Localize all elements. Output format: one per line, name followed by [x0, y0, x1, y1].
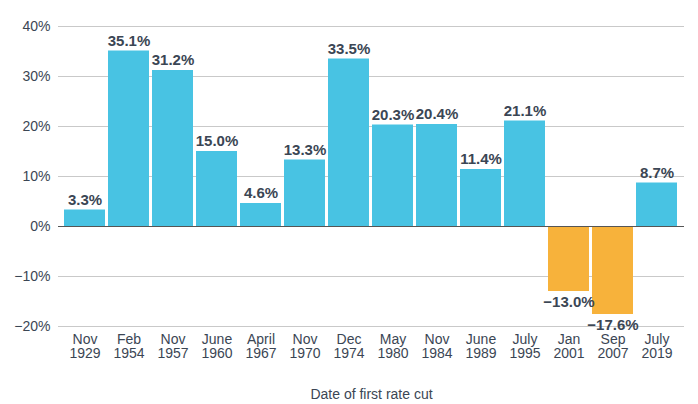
svg-text:May1980: May1980	[377, 331, 408, 361]
svg-text:July2019: July2019	[641, 331, 672, 361]
svg-text:Date of first rate cut: Date of first rate cut	[310, 386, 432, 402]
svg-text:20.4%: 20.4%	[416, 105, 459, 122]
svg-text:31.2%: 31.2%	[152, 51, 195, 68]
svg-text:July1995: July1995	[509, 331, 540, 361]
svg-text:10%: 10%	[22, 168, 50, 184]
svg-text:June1989: June1989	[465, 331, 496, 361]
svg-text:8.7%: 8.7%	[640, 164, 674, 181]
svg-text:40%: 40%	[22, 18, 50, 34]
svg-text:4.6%: 4.6%	[244, 184, 278, 201]
svg-text:−13.0%: −13.0%	[543, 293, 594, 310]
svg-text:−10%: −10%	[14, 268, 50, 284]
svg-text:June1960: June1960	[201, 331, 232, 361]
svg-text:Dec1974: Dec1974	[333, 331, 364, 361]
svg-text:Nov1984: Nov1984	[421, 331, 452, 361]
svg-text:30%: 30%	[22, 68, 50, 84]
svg-text:15.0%: 15.0%	[196, 132, 239, 149]
svg-text:−20%: −20%	[14, 318, 50, 334]
svg-text:21.1%: 21.1%	[504, 102, 547, 119]
svg-text:13.3%: 13.3%	[284, 141, 327, 158]
svg-text:Feb1954: Feb1954	[113, 331, 144, 361]
svg-text:35.1%: 35.1%	[108, 32, 151, 49]
svg-text:3.3%: 3.3%	[68, 191, 102, 208]
svg-text:33.5%: 33.5%	[328, 40, 371, 57]
svg-text:0%: 0%	[30, 218, 50, 234]
svg-text:April1967: April1967	[245, 331, 276, 361]
svg-text:20%: 20%	[22, 118, 50, 134]
svg-text:11.4%: 11.4%	[460, 150, 502, 167]
svg-text:Jan2001: Jan2001	[553, 331, 584, 361]
svg-text:Nov1970: Nov1970	[289, 331, 320, 361]
svg-text:Sep2007: Sep2007	[597, 331, 628, 361]
svg-text:Nov1929: Nov1929	[69, 331, 100, 361]
svg-text:20.3%: 20.3%	[372, 106, 415, 123]
svg-text:−17.6%: −17.6%	[587, 316, 638, 333]
svg-text:Nov1957: Nov1957	[157, 331, 188, 361]
